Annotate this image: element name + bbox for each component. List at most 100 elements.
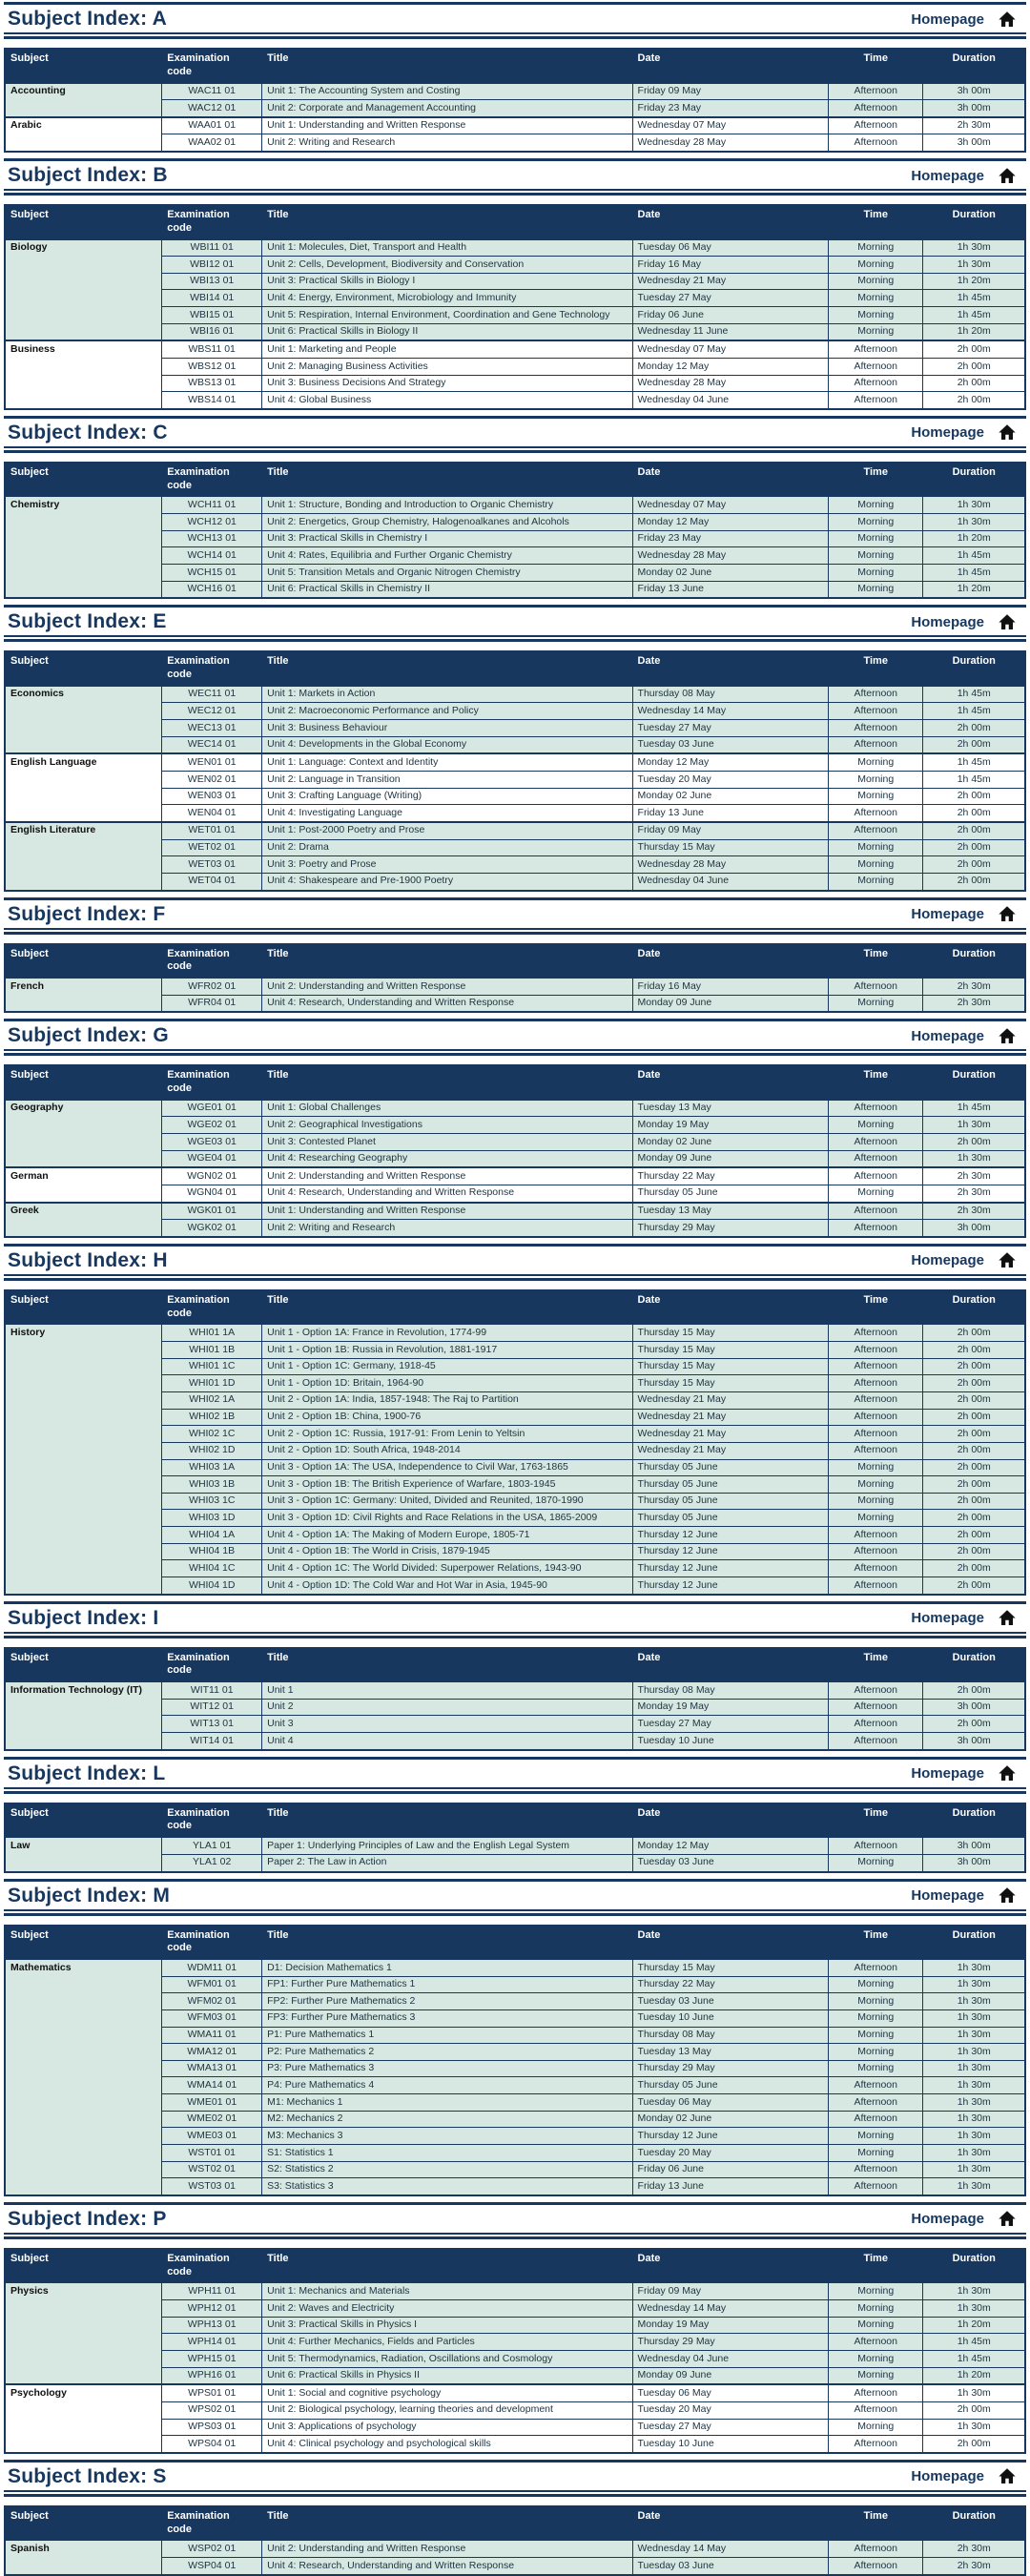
duration-cell: 2h 00m: [922, 1559, 1026, 1578]
exam-table-body: Biology WBI11 01 Unit 1: Molecules, Diet, …: [4, 237, 1026, 410]
date-cell: Tuesday 10 June: [631, 2009, 829, 2028]
section-header-right: Homepage: [911, 2467, 1020, 2485]
time-cell: Afternoon: [827, 99, 924, 118]
duration-cell: 1h 20m: [922, 2316, 1026, 2335]
exam-code-cell: WIT14 01: [161, 1732, 263, 1751]
section-rule-thin: [4, 1786, 1026, 1789]
exam-table-body: Law YLA1 01 Paper 1: Underlying Principles…: [4, 1836, 1026, 1873]
duration-cell: 1h 30m: [922, 2383, 1026, 2402]
exam-code-cell: WHI04 1C: [161, 1559, 263, 1578]
home-icon[interactable]: [998, 905, 1017, 923]
home-icon[interactable]: [998, 1251, 1017, 1269]
title-cell: Unit 3: Practical Skills in Biology I: [261, 272, 633, 291]
home-icon[interactable]: [998, 167, 1017, 185]
section-rule-thick: [4, 1790, 1026, 1794]
homepage-link[interactable]: Homepage: [911, 10, 984, 28]
title-cell: Unit 1 - Option 1D: Britain, 1964-90: [261, 1374, 633, 1392]
exam-code-cell: WPH14 01: [161, 2333, 263, 2352]
exam-code-cell: WME01 01: [161, 2093, 263, 2112]
exam-code-cell: WEN03 01: [161, 787, 263, 806]
homepage-link[interactable]: Homepage: [911, 1610, 984, 1627]
homepage-link[interactable]: Homepage: [911, 613, 984, 630]
time-cell: Afternoon: [827, 2383, 924, 2402]
title-cell: M2: Mechanics 2: [261, 2110, 633, 2129]
time-cell: Afternoon: [827, 374, 924, 393]
home-icon[interactable]: [998, 10, 1017, 29]
date-cell: Tuesday 03 June: [631, 735, 829, 754]
homepage-link[interactable]: Homepage: [911, 2211, 984, 2228]
time-cell: Morning: [827, 771, 924, 789]
duration-cell: 2h 00m: [922, 804, 1026, 823]
homepage-link[interactable]: Homepage: [911, 1765, 984, 1783]
home-icon[interactable]: [998, 1886, 1017, 1905]
date-cell: Wednesday 14 May: [631, 2539, 829, 2559]
exam-code-cell: WST03 01: [161, 2177, 263, 2196]
home-icon[interactable]: [998, 2210, 1017, 2228]
homepage-link[interactable]: Homepage: [911, 167, 984, 184]
exam-code-cell: WET02 01: [161, 838, 263, 857]
subject-cell: Business: [4, 340, 163, 410]
column-header: Title: [261, 462, 633, 497]
subject-cell: Arabic: [4, 115, 163, 153]
homepage-link[interactable]: Homepage: [911, 424, 984, 442]
exam-table: Subject Examination code Title Date Time Dura…: [4, 461, 1026, 600]
date-cell: Monday 12 May: [631, 752, 829, 773]
date-cell: Wednesday 07 May: [631, 340, 829, 360]
time-cell: Morning: [827, 564, 924, 582]
exam-code-cell: WGK01 01: [161, 1201, 263, 1221]
home-icon[interactable]: [998, 1027, 1017, 1045]
exam-table: Subject Examination code Title Date Time Dura…: [4, 1802, 1026, 1873]
homepage-link[interactable]: Homepage: [911, 1887, 984, 1904]
homepage-link[interactable]: Homepage: [911, 1252, 984, 1269]
title-cell: Unit 3: Business Behaviour: [261, 719, 633, 737]
home-icon[interactable]: [998, 2467, 1017, 2485]
exam-code-cell: WHI03 1B: [161, 1475, 263, 1494]
time-cell: Afternoon: [827, 1836, 924, 1855]
table-row: WGE04 01 Unit 4: Researching Geography Mon…: [5, 1149, 1026, 1168]
table-row: WME01 01 M1: Mechanics 1 Tuesday 06 May Aft…: [5, 2093, 1026, 2112]
duration-cell: 2h 00m: [922, 1133, 1026, 1151]
date-cell: Thursday 15 May: [631, 1357, 829, 1376]
title-cell: Unit 6: Practical Skills in Physics II: [261, 2366, 633, 2385]
home-icon[interactable]: [998, 613, 1017, 631]
title-cell: Unit 1: Marketing and People: [261, 340, 633, 360]
time-cell: Morning: [827, 306, 924, 324]
table-row: WBI13 01 Unit 3: Practical Skills in Biol…: [5, 272, 1026, 291]
duration-cell: 1h 30m: [922, 2026, 1026, 2045]
table-row: WBS13 01 Unit 3: Business Decisions And S…: [5, 374, 1026, 393]
exam-code-cell: WHI02 1C: [161, 1425, 263, 1443]
section-header: Subject Index: A Homepage: [4, 2, 1026, 32]
homepage-link[interactable]: Homepage: [911, 2468, 984, 2485]
date-cell: Thursday 15 May: [631, 838, 829, 857]
homepage-link[interactable]: Homepage: [911, 906, 984, 922]
time-cell: Afternoon: [827, 1732, 924, 1751]
section-header-right: Homepage: [911, 1886, 1020, 1905]
exam-table-body: Accounting WAC11 01 Unit 1: The Accounting…: [4, 81, 1026, 153]
column-header: Date: [631, 2505, 829, 2541]
home-icon[interactable]: [998, 1764, 1017, 1783]
duration-cell: 2h 00m: [922, 2435, 1026, 2454]
duration-cell: 1h 45m: [922, 684, 1026, 704]
section-rule-gap: [4, 1051, 1026, 1054]
column-header: Duration: [922, 1925, 1026, 1960]
date-cell: Thursday 15 May: [631, 1323, 829, 1343]
date-cell: Monday 02 June: [631, 2110, 829, 2129]
table-row: English Literature WET01 01 Unit 1: Post-2…: [4, 820, 1026, 891]
column-header: Title: [261, 1925, 633, 1960]
title-cell: Unit 2: Corporate and Management Account…: [261, 99, 633, 118]
date-cell: Tuesday 10 June: [631, 2435, 829, 2454]
duration-cell: 2h 30m: [922, 1201, 1026, 1221]
date-cell: Tuesday 13 May: [631, 2043, 829, 2061]
duration-cell: 2h 30m: [922, 1166, 1026, 1185]
title-cell: Unit 1: Markets in Action: [261, 684, 633, 704]
title-cell: Unit 1: Global Challenges: [261, 1098, 633, 1118]
time-cell: Afternoon: [827, 340, 924, 360]
column-header: Date: [631, 1064, 829, 1101]
home-icon[interactable]: [998, 1609, 1017, 1627]
time-cell: Afternoon: [827, 1133, 924, 1151]
home-icon[interactable]: [998, 423, 1017, 442]
homepage-link[interactable]: Homepage: [911, 1027, 984, 1044]
date-cell: Friday 23 May: [631, 529, 829, 548]
column-header: Duration: [922, 1289, 1026, 1325]
